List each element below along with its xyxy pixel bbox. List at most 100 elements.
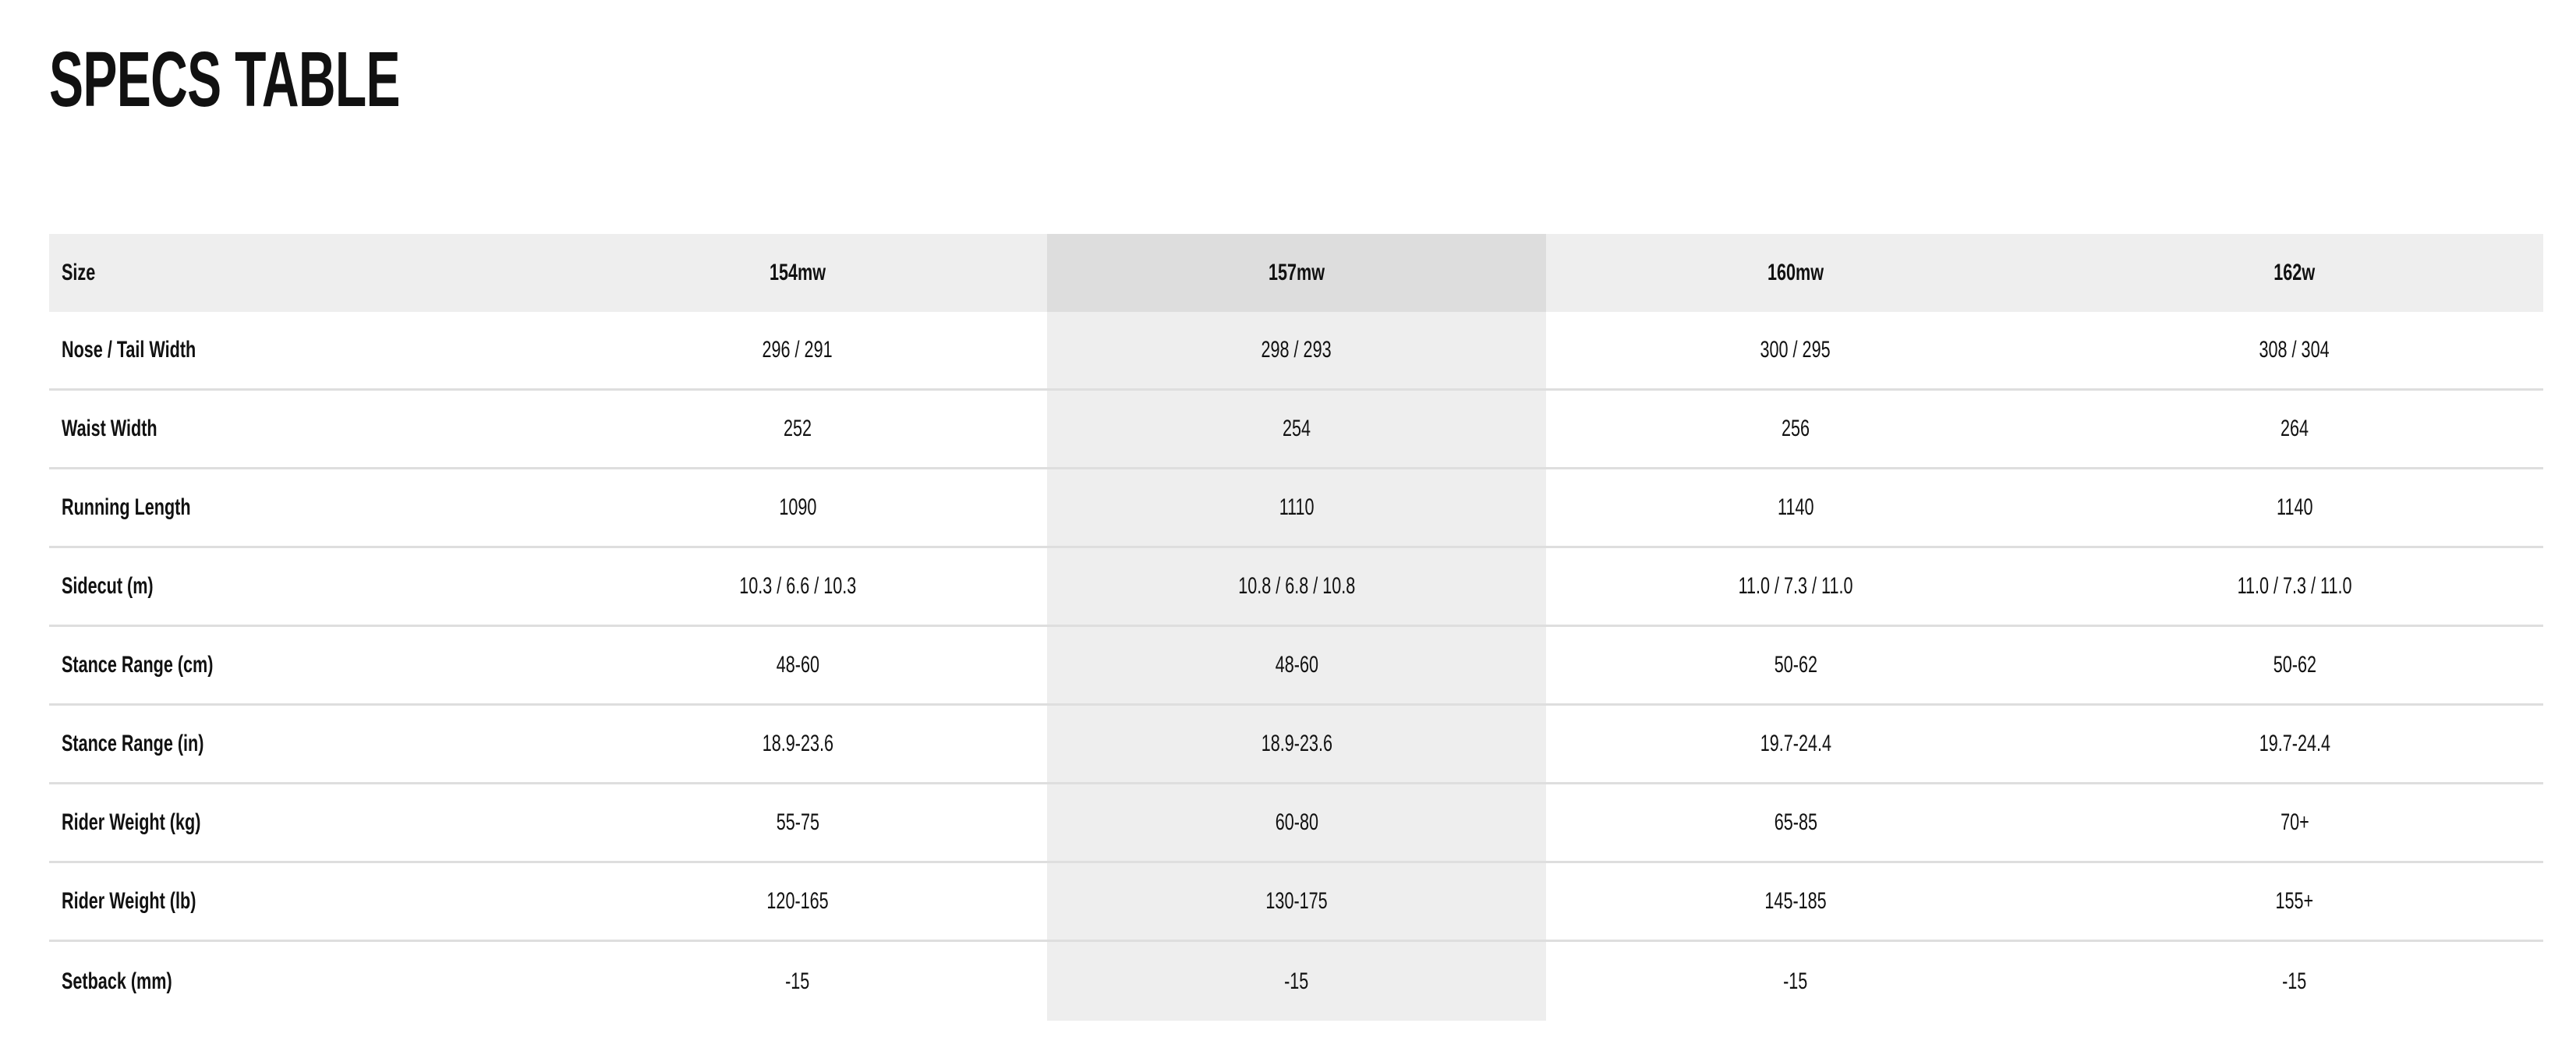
value-cell: 1140 [2045,469,2544,546]
value-cell: 130-175 [1047,863,1546,940]
cell-value: 65-85 [1774,809,1817,835]
row-label: Stance Range (cm) [62,652,214,678]
cell-value: 48-60 [1275,652,1318,678]
row-label-cell: Setback (mm) [49,942,548,1021]
cell-value: 155+ [2275,888,2314,914]
cell-value: 1140 [1777,494,1814,520]
row-label: Waist Width [62,416,157,441]
cell-value: 1140 [2276,494,2313,520]
value-cell: 11.0 / 7.3 / 11.0 [2045,548,2544,625]
row-label: Running Length [62,494,191,520]
value-cell: 254 [1047,391,1546,467]
header-cell-size-1: 154mw [548,234,1047,312]
row-label-cell: Stance Range (cm) [49,627,548,703]
value-cell: 11.0 / 7.3 / 11.0 [1546,548,2045,625]
cell-value: 55-75 [776,809,819,835]
cell-value: 18.9-23.6 [1261,731,1332,756]
value-cell: 65-85 [1546,784,2045,861]
value-cell: 264 [2045,391,2544,467]
table-row: Nose / Tail Width 296 / 291 298 / 293 300 /… [49,312,2543,391]
cell-value: 308 / 304 [2259,337,2330,363]
cell-value: 50-62 [2273,652,2316,678]
value-cell: 60-80 [1047,784,1546,861]
table-row: Rider Weight (kg) 55-75 60-80 65-85 70+ [49,784,2543,863]
value-cell: 18.9-23.6 [548,706,1047,782]
table-row: Stance Range (cm) 48-60 48-60 50-62 50-62 [49,627,2543,706]
value-cell: 120-165 [548,863,1047,940]
value-cell: 1090 [548,469,1047,546]
value-cell: -15 [1047,942,1546,1021]
value-cell: 18.9-23.6 [1047,706,1546,782]
cell-value: 256 [1781,416,1810,441]
row-label: Setback (mm) [62,968,172,994]
table-row: Rider Weight (lb) 120-165 130-175 145-185 15… [49,863,2543,942]
row-label-cell: Rider Weight (lb) [49,863,548,940]
table-row: Running Length 1090 1110 1140 1140 [49,469,2543,548]
row-label: Rider Weight (lb) [62,888,196,914]
table-row: Stance Range (in) 18.9-23.6 18.9-23.6 19.7-… [49,706,2543,784]
cell-value: 264 [2280,416,2309,441]
cell-value: -15 [1284,968,1309,994]
table-row: Setback (mm) -15 -15 -15 -15 [49,942,2543,1021]
cell-value: 298 / 293 [1261,337,1332,363]
value-cell: -15 [548,942,1047,1021]
cell-value: 18.9-23.6 [762,731,833,756]
value-cell: 1140 [1546,469,2045,546]
cell-value: 145-185 [1764,888,1827,914]
value-cell: 298 / 293 [1047,312,1546,388]
cell-value: 11.0 / 7.3 / 11.0 [2237,573,2352,599]
row-label: Stance Range (in) [62,731,204,756]
row-label: Sidecut (m) [62,573,154,599]
value-cell: 1110 [1047,469,1546,546]
header-cell-size-4: 162w [2045,234,2544,312]
table-row: Waist Width 252 254 256 264 [49,391,2543,469]
value-cell: 48-60 [548,627,1047,703]
value-cell: 19.7-24.4 [2045,706,2544,782]
table-row: Sidecut (m) 10.3 / 6.6 / 10.3 10.8 / 6.8 /… [49,548,2543,627]
value-cell: 308 / 304 [2045,312,2544,388]
row-label-cell: Nose / Tail Width [49,312,548,388]
value-cell: 70+ [2045,784,2544,861]
header-cell-size-3: 160mw [1546,234,2045,312]
value-cell: 145-185 [1546,863,2045,940]
cell-value: 252 [783,416,812,441]
cell-value: 19.7-24.4 [1760,731,1831,756]
value-cell: -15 [1546,942,2045,1021]
row-label-cell: Stance Range (in) [49,706,548,782]
cell-value: 120-165 [766,888,829,914]
row-label: Nose / Tail Width [62,337,196,363]
cell-value: -15 [785,968,810,994]
cell-value: 130-175 [1265,888,1328,914]
header-cell-size-2: 157mw [1047,234,1546,312]
page-title: SPECS TABLE [49,36,401,123]
cell-value: 48-60 [776,652,819,678]
size-label: 160mw [1767,260,1824,285]
value-cell: 10.3 / 6.6 / 10.3 [548,548,1047,625]
value-cell: 252 [548,391,1047,467]
value-cell: 55-75 [548,784,1047,861]
cell-value: 50-62 [1774,652,1817,678]
cell-value: 300 / 295 [1760,337,1831,363]
cell-value: 1110 [1279,494,1315,520]
value-cell: 48-60 [1047,627,1546,703]
value-cell: 300 / 295 [1546,312,2045,388]
row-label-cell: Running Length [49,469,548,546]
row-label-cell: Rider Weight (kg) [49,784,548,861]
cell-value: -15 [1783,968,1808,994]
size-label: 157mw [1268,260,1325,285]
size-label: 162w [2273,260,2316,285]
cell-value: 10.3 / 6.6 / 10.3 [738,573,857,599]
header-cell-size: Size [49,234,548,312]
cell-value: -15 [2282,968,2307,994]
size-label: 154mw [769,260,826,285]
specs-table: Size 154mw 157mw 160mw 162w Nose / Tail … [49,234,2543,1021]
row-label-cell: Sidecut (m) [49,548,548,625]
cell-value: 19.7-24.4 [2259,731,2330,756]
cell-value: 296 / 291 [762,337,833,363]
header-label: Size [62,260,96,285]
value-cell: 50-62 [2045,627,2544,703]
value-cell: 296 / 291 [548,312,1047,388]
row-label: Rider Weight (kg) [62,809,201,835]
cell-value: 10.8 / 6.8 / 10.8 [1237,573,1356,599]
value-cell: 10.8 / 6.8 / 10.8 [1047,548,1546,625]
